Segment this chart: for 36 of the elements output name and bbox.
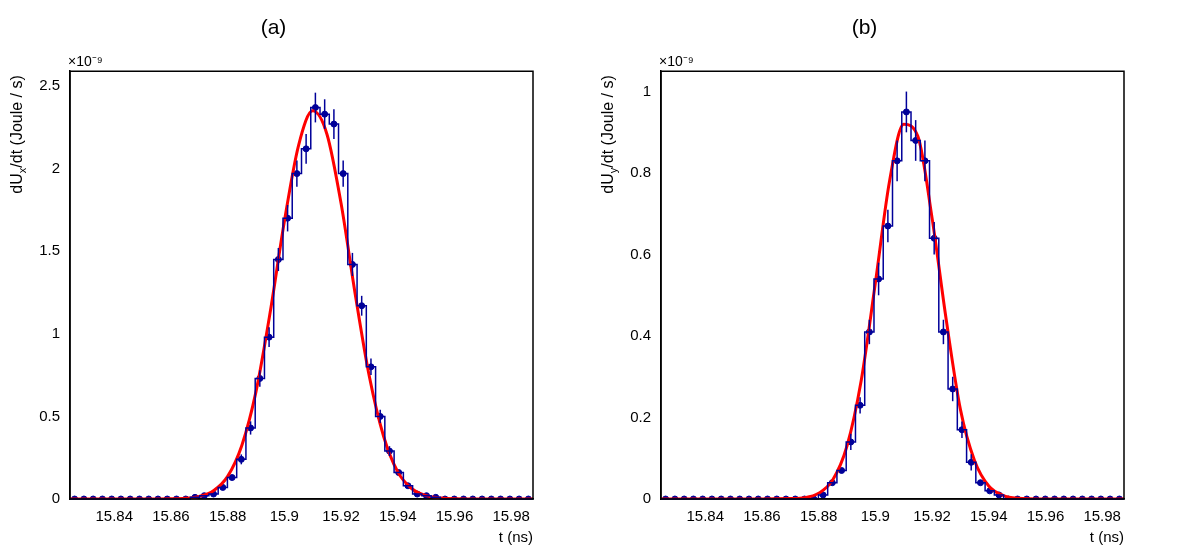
x-tick-label: 15.98 bbox=[1083, 507, 1121, 525]
x-tick-label: 15.98 bbox=[492, 507, 530, 525]
y-tick-label: 0.5 bbox=[39, 406, 60, 424]
x-tick-label: 15.9 bbox=[269, 507, 299, 525]
y-tick-label: 0 bbox=[642, 489, 651, 507]
x-tick-label: 15.84 bbox=[95, 507, 133, 525]
x-axis-title: t (ns) bbox=[1089, 528, 1124, 546]
chart-title: (b) bbox=[851, 15, 878, 39]
x-tick-label: 15.84 bbox=[686, 507, 724, 525]
chart-title: (a) bbox=[260, 15, 287, 39]
y-axis-title: dUx/dt (Joule / s) bbox=[8, 75, 28, 194]
y-tick-label: 0.2 bbox=[630, 407, 651, 425]
y-tick-label: 1 bbox=[642, 81, 651, 99]
x-tick-label: 15.94 bbox=[378, 507, 417, 525]
x-tick-label: 15.86 bbox=[152, 507, 190, 525]
y-tick-label: 2.5 bbox=[39, 76, 60, 94]
y-tick-label: 2 bbox=[51, 158, 60, 176]
x-tick-label: 15.96 bbox=[1026, 507, 1065, 525]
text: ×10⁻⁹ bbox=[68, 53, 103, 70]
y-tick-label: 1 bbox=[51, 323, 60, 341]
text: ×10⁻⁹ bbox=[659, 53, 694, 70]
y-tick-label: 0 bbox=[51, 489, 60, 507]
y-tick-label: 0.6 bbox=[630, 244, 651, 262]
x-tick-label: 15.94 bbox=[969, 507, 1008, 525]
x-tick-label: 15.86 bbox=[743, 507, 781, 525]
x-tick-label: 15.88 bbox=[208, 507, 247, 525]
y-tick-label: 0.8 bbox=[630, 163, 651, 181]
x-tick-label: 15.96 bbox=[435, 507, 474, 525]
x-axis-title: t (ns) bbox=[498, 528, 533, 546]
y-tick-label: 1.5 bbox=[39, 241, 60, 259]
x-tick-label: 15.88 bbox=[799, 507, 838, 525]
y-tick-label: 0.4 bbox=[630, 326, 651, 344]
y-axis-title: dUy/dt (Joule / s) bbox=[599, 75, 619, 194]
x-tick-label: 15.92 bbox=[913, 507, 951, 525]
x-tick-label: 15.9 bbox=[860, 507, 890, 525]
x-tick-label: 15.92 bbox=[322, 507, 360, 525]
